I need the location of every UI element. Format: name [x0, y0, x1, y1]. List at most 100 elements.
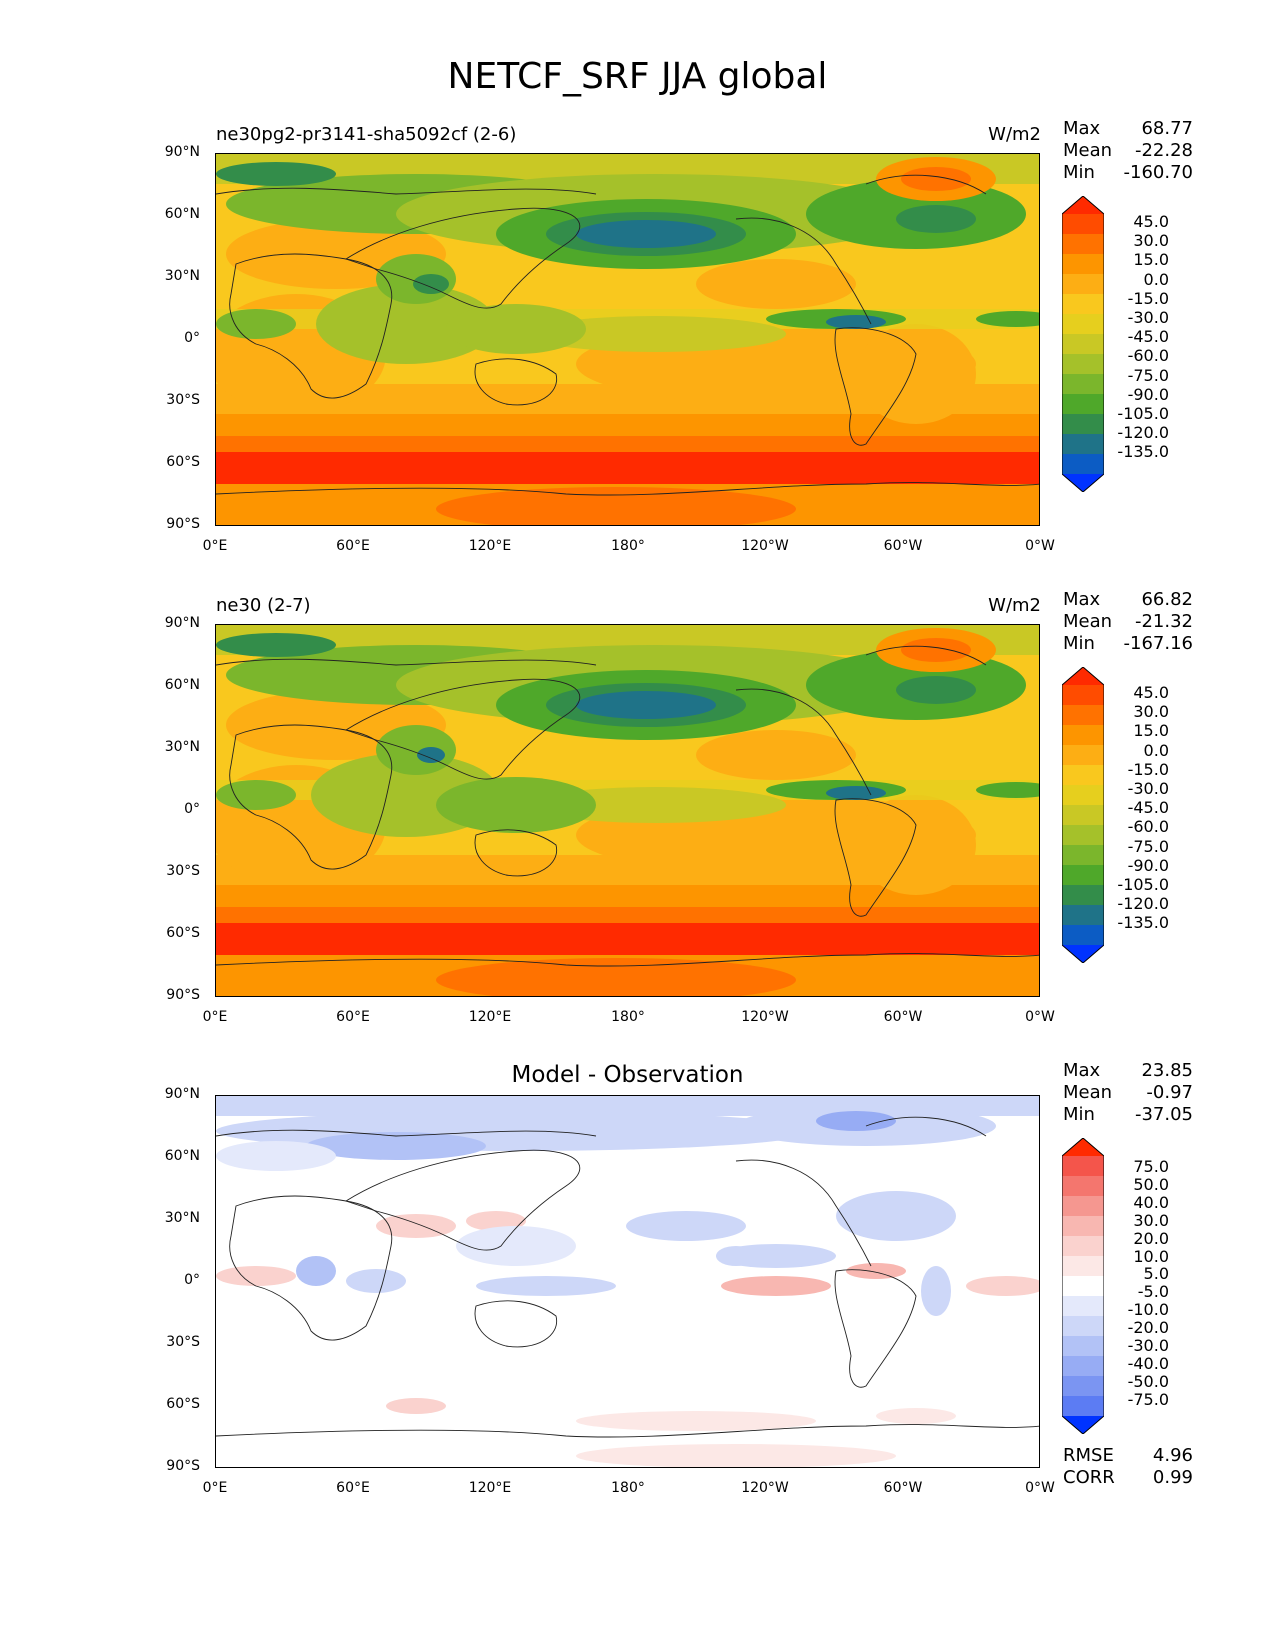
- panel-3-xtick-label: 180°: [611, 1480, 645, 1496]
- panel-3-ytick-label: 90°N: [164, 1086, 200, 1102]
- panel-2-xtick-label: 60°W: [883, 1009, 923, 1025]
- panel-2-xtick-label: 0°E: [202, 1009, 228, 1025]
- colorbar-segment: [1062, 885, 1104, 906]
- colorbar-tick-label: -50.0: [1127, 1371, 1169, 1391]
- colorbar-tick-label: -45.0: [1127, 327, 1169, 347]
- max-label: Max: [1063, 589, 1101, 610]
- mean-value: -22.28: [1134, 140, 1193, 161]
- colorbar-segment: [1062, 725, 1104, 746]
- mean-value: -0.97: [1146, 1082, 1193, 1103]
- min-label: Min: [1063, 633, 1095, 654]
- colorbar-tick-label: -105.0: [1117, 404, 1169, 423]
- colorbar-tick-label: 0.0: [1143, 740, 1169, 760]
- panel-1-xtick-label: 60°W: [883, 538, 923, 554]
- panel-1-xtick-label: 0°W: [1025, 538, 1055, 554]
- colorbar-tick-label: -90.0: [1127, 855, 1169, 875]
- colorbar-segment: [1062, 805, 1104, 826]
- colorbar-tick-label: -75.0: [1127, 1389, 1169, 1409]
- colorbar-segment: [1062, 785, 1104, 806]
- panel-2-ytick-label: 60°N: [164, 677, 200, 693]
- mean-label: Mean: [1063, 1082, 1113, 1103]
- colorbar-segment: [1062, 1256, 1104, 1277]
- colorbar-tick-label: -120.0: [1117, 423, 1169, 443]
- corr-value: 0.99: [1152, 1467, 1193, 1488]
- colorbar-tick-label: -105.0: [1117, 875, 1169, 894]
- colorbar-segment: [1062, 1396, 1104, 1417]
- panel-3-stats: Max 23.85 Mean -0.97 Min -37.05: [1063, 1060, 1193, 1126]
- panel-1-xtick-label: 120°W: [741, 538, 789, 554]
- panel-3-colorbar: [1062, 1138, 1104, 1434]
- panel-2-xtick-label: 120°W: [741, 1009, 789, 1025]
- colorbar-tick-label: -75.0: [1127, 365, 1169, 385]
- panel-3-xtick-label: 60°E: [336, 1480, 370, 1496]
- panel-2-xtick-label: 180°: [611, 1009, 645, 1025]
- panel-2-stats: Max 66.82 Mean -21.32 Min -167.16: [1063, 589, 1193, 655]
- panel-3-ytick-label: 60°S: [166, 1396, 200, 1412]
- panel-1-colorbar: [1062, 196, 1104, 492]
- colorbar-segment: [1062, 394, 1104, 415]
- panel-2-ytick-label: 90°N: [164, 615, 200, 631]
- colorbar-segment: [1062, 925, 1104, 946]
- colorbar-tick-label: 30.0: [1133, 1210, 1169, 1230]
- colorbar-tick-label: 15.0: [1133, 721, 1169, 741]
- colorbar-extend-top: [1062, 196, 1104, 214]
- colorbar-tick-label: -135.0: [1117, 913, 1169, 933]
- min-label: Min: [1063, 162, 1095, 183]
- colorbar-tick-label: 30.0: [1133, 231, 1169, 251]
- colorbar-tick-label: -5.0: [1137, 1282, 1169, 1302]
- colorbar-segment: [1062, 1376, 1104, 1397]
- min-value: -37.05: [1134, 1104, 1193, 1125]
- colorbar-tick-label: 10.0: [1133, 1246, 1169, 1266]
- colorbar-segment: [1062, 1156, 1104, 1177]
- mean-value: -21.32: [1134, 611, 1193, 632]
- max-value: 68.77: [1141, 118, 1193, 139]
- colorbar-segment: [1062, 765, 1104, 786]
- min-value: -167.16: [1123, 633, 1193, 654]
- colorbar-segment: [1062, 905, 1104, 926]
- panel-1-ytick-label: 60°S: [166, 454, 200, 470]
- colorbar-segment: [1062, 845, 1104, 866]
- colorbar-segment: [1062, 1196, 1104, 1217]
- panel-1-ytick-label: 0°: [184, 330, 200, 346]
- panel-3-xtick-label: 60°W: [883, 1480, 923, 1496]
- colorbar-tick-label: 75.0: [1133, 1157, 1169, 1176]
- colorbar-tick-label: 0.0: [1143, 269, 1169, 289]
- colorbar-tick-label: 30.0: [1133, 702, 1169, 722]
- colorbar-tick-label: 20.0: [1133, 1228, 1169, 1248]
- max-label: Max: [1063, 118, 1101, 139]
- figure-title: NETCF_SRF JJA global: [447, 56, 828, 97]
- mean-label: Mean: [1063, 611, 1113, 632]
- panel-1-map: [215, 153, 1040, 526]
- colorbar-tick-label: -30.0: [1127, 1336, 1169, 1355]
- corr-label: CORR: [1063, 1467, 1115, 1488]
- panel-2-xtick-label: 60°E: [336, 1009, 370, 1025]
- colorbar-tick-label: -75.0: [1127, 836, 1169, 856]
- max-value: 23.85: [1141, 1060, 1193, 1081]
- mean-label: Mean: [1063, 140, 1113, 161]
- panel-3-ytick-label: 60°N: [164, 1148, 200, 1164]
- panel-2-map: [215, 624, 1040, 997]
- colorbar-segment: [1062, 314, 1104, 335]
- colorbar-extend-top: [1062, 1138, 1104, 1156]
- panel-2-xtick-label: 120°E: [468, 1009, 512, 1025]
- colorbar-segment: [1062, 1316, 1104, 1337]
- colorbar-segment: [1062, 414, 1104, 435]
- max-label: Max: [1063, 1060, 1101, 1081]
- colorbar-tick-label: -135.0: [1117, 442, 1169, 462]
- colorbar-segment: [1062, 825, 1104, 846]
- panel-1-stats: Max 68.77 Mean -22.28 Min -160.70: [1063, 118, 1193, 184]
- colorbar-segment: [1062, 1276, 1104, 1297]
- panel-1-ytick-label: 90°S: [166, 516, 200, 532]
- colorbar-segment: [1062, 454, 1104, 475]
- max-value: 66.82: [1141, 589, 1193, 610]
- colorbar-extend-bottom: [1062, 945, 1104, 963]
- panel-3-ytick-label: 30°N: [164, 1210, 200, 1226]
- panel-2-ytick-label: 30°N: [164, 739, 200, 755]
- colorbar-tick-label: -20.0: [1127, 1318, 1169, 1338]
- panel-1-title-left: ne30pg2-pr3141-sha5092cf (2-6): [216, 124, 517, 145]
- colorbar-tick-label: -40.0: [1127, 1353, 1169, 1373]
- panel-2-ytick-label: 60°S: [166, 925, 200, 941]
- panel-1-ytick-label: 60°N: [164, 206, 200, 222]
- panel-1-xtick-label: 0°E: [202, 538, 228, 554]
- panel-1-xtick-label: 120°E: [468, 538, 512, 554]
